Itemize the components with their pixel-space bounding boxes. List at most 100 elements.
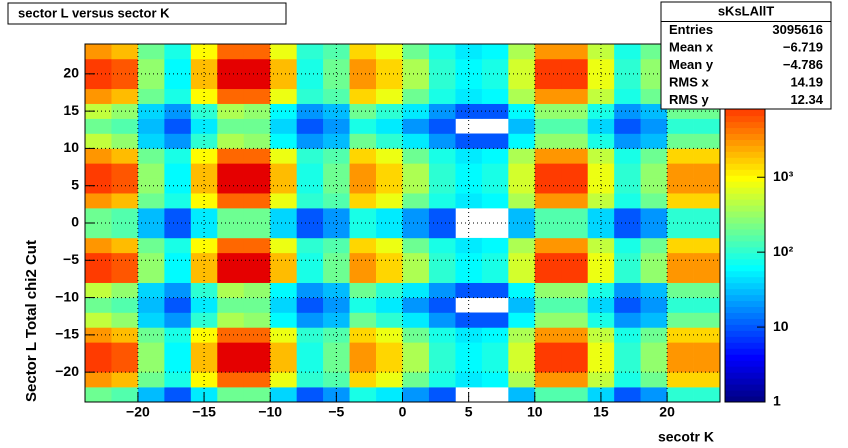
heatmap-cell <box>561 372 589 388</box>
heatmap-cell <box>428 342 456 358</box>
heatmap-cell <box>614 163 641 179</box>
heatmap-cell <box>693 237 721 254</box>
heatmap-cell <box>349 282 377 298</box>
heatmap-cell <box>667 327 694 343</box>
heatmap-cell <box>561 312 589 328</box>
heatmap-cell <box>164 342 192 358</box>
heatmap-cell <box>561 133 589 149</box>
heatmap-cell <box>508 193 536 209</box>
heatmap-cell <box>190 237 218 254</box>
heatmap-cell <box>693 223 721 239</box>
heatmap-cell <box>85 178 112 194</box>
heatmap-cell <box>587 44 615 60</box>
heatmap-cell <box>137 103 165 119</box>
heatmap-cell <box>217 267 245 283</box>
heatmap-cell <box>270 148 297 164</box>
heatmap-cell <box>376 163 403 179</box>
heatmap-cell <box>376 267 403 283</box>
heatmap-cell <box>323 223 350 239</box>
heatmap-cell <box>614 178 641 194</box>
heatmap-cell <box>376 148 403 164</box>
heatmap-cell <box>455 327 483 343</box>
heatmap-cell <box>508 297 536 313</box>
heatmap-cell <box>561 118 589 134</box>
heatmap-cell <box>85 342 112 358</box>
heatmap-cell <box>481 88 509 104</box>
heatmap-cell <box>349 88 377 104</box>
stats-name: RMS x <box>669 74 710 89</box>
heatmap-cell <box>323 342 350 358</box>
heatmap-cell <box>85 223 112 239</box>
colorbar-segment <box>725 181 765 188</box>
heatmap-cell <box>111 103 139 119</box>
heatmap-cell <box>455 178 483 194</box>
heatmap-cell <box>640 208 668 224</box>
stats-title: sKsLAllT <box>718 3 774 18</box>
stats-name: Entries <box>669 22 713 37</box>
heatmap-cell <box>587 163 615 179</box>
y-tick-label: 0 <box>71 214 79 230</box>
heatmap-cell <box>402 342 430 358</box>
heatmap-cell <box>428 193 456 209</box>
heatmap-cell <box>561 327 589 343</box>
heatmap-cell <box>667 267 694 283</box>
heatmap-cell <box>296 252 324 269</box>
heatmap-cell <box>376 193 403 209</box>
x-tick-label: −5 <box>328 404 344 420</box>
heatmap-cell <box>402 387 430 403</box>
heatmap-cell <box>85 237 112 254</box>
heatmap-cell <box>640 118 668 134</box>
heatmap-cell <box>164 58 192 75</box>
colorbar-segment <box>725 193 765 200</box>
colorbar-segment <box>725 240 765 248</box>
heatmap-cell <box>376 118 403 134</box>
heatmap-cell <box>693 312 721 328</box>
x-tick-label: −20 <box>126 404 150 420</box>
heatmap-cell <box>587 73 615 90</box>
heatmap-cell <box>402 44 430 60</box>
heatmap-cell <box>85 252 112 269</box>
heatmap-cell <box>164 282 192 298</box>
heatmap-cell <box>587 237 615 254</box>
heatmap-cell <box>534 342 562 358</box>
heatmap-cell <box>190 163 218 179</box>
heatmap-cell <box>481 342 509 358</box>
heatmap-cell <box>349 357 377 373</box>
heatmap-cell <box>587 133 615 149</box>
heatmap-cell <box>402 193 430 209</box>
heatmap-cell <box>667 252 694 269</box>
heatmap-cell <box>667 148 694 164</box>
heatmap-cell <box>402 133 430 149</box>
heatmap-cell <box>614 88 641 104</box>
colorbar-segment <box>725 211 765 218</box>
heatmap-cell <box>402 357 430 373</box>
heatmap-cell <box>85 208 112 224</box>
heatmap-cell <box>217 208 245 224</box>
heatmap-cell <box>667 237 694 254</box>
colorbar-segment <box>725 312 765 319</box>
heatmap-cell <box>376 44 403 60</box>
heatmap-cell <box>270 193 297 209</box>
heatmap-cell <box>270 133 297 149</box>
heatmap-cell <box>137 118 165 134</box>
heatmap-cell <box>85 118 112 134</box>
heatmap-cell <box>614 118 641 134</box>
heatmap-cell <box>137 297 165 313</box>
colorbar-segment <box>725 270 765 278</box>
heatmap-cell <box>349 312 377 328</box>
heatmap-cell <box>323 208 350 224</box>
heatmap-cell <box>402 282 430 298</box>
heatmap-cell <box>243 237 271 254</box>
heatmap-cell <box>85 372 112 388</box>
heatmap-cell <box>296 148 324 164</box>
heatmap-cell <box>534 223 562 239</box>
heatmap-cell <box>270 118 297 134</box>
x-tick-label: 10 <box>527 404 543 420</box>
heatmap-cell <box>190 208 218 224</box>
heatmap-cell <box>561 103 589 119</box>
heatmap-cell <box>296 237 324 254</box>
heatmap-cell <box>217 44 245 60</box>
heatmap-cell <box>137 58 165 75</box>
heatmap-cell <box>428 58 456 75</box>
